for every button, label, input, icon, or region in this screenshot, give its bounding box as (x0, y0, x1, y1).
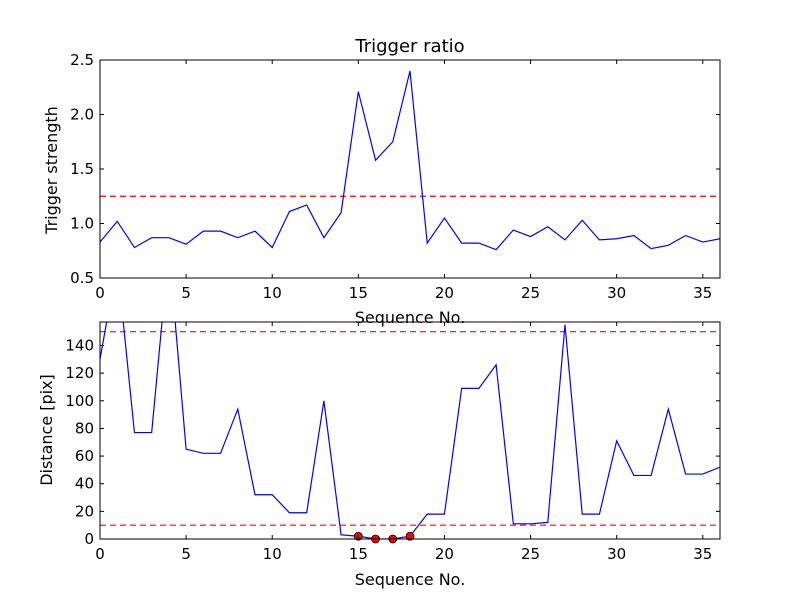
y-tick-label-bottom: 60 (75, 447, 94, 465)
y-tick-label-top: 2.5 (70, 51, 94, 69)
x-tick-label-top: 0 (95, 284, 105, 302)
x-tick-label-top: 20 (435, 284, 454, 302)
ylabel-bottom: Distance [pix] (37, 374, 56, 486)
y-tick-label-bottom: 20 (75, 502, 94, 520)
y-tick-label-top: 2.0 (70, 106, 94, 124)
x-tick-label-bottom: 10 (263, 545, 282, 563)
y-tick-label-bottom: 0 (84, 530, 94, 548)
y-tick-label-bottom: 80 (75, 419, 94, 437)
xlabel-top: Sequence No. (355, 308, 466, 327)
x-tick-label-top: 10 (263, 284, 282, 302)
x-tick-label-top: 30 (607, 284, 626, 302)
ylabel-top: Trigger strength (42, 106, 61, 235)
x-tick-label-top: 15 (349, 284, 368, 302)
x-tick-label-bottom: 25 (521, 545, 540, 563)
x-tick-label-top: 25 (521, 284, 540, 302)
x-tick-label-top: 5 (181, 284, 191, 302)
plot-area-top (100, 70, 720, 251)
data-point-marker-bottom (405, 531, 415, 541)
y-tick-label-top: 0.5 (70, 269, 94, 287)
plot-layer: 0 5 10 15 20 25 30 35 0.5 1.0 1.5 2.0 2.5 0 5 10 15 20 25 3… (65, 51, 721, 563)
y-tick-label-top: 1.5 (70, 160, 94, 178)
x-tick-label-bottom: 0 (95, 545, 105, 563)
y-tick-label-bottom: 100 (65, 392, 94, 410)
axes-frame-bottom (99, 321, 721, 540)
x-tick-label-bottom: 15 (349, 545, 368, 563)
y-tick-label-bottom: 40 (75, 475, 94, 493)
chart-title-top: Trigger ratio (354, 36, 464, 57)
xlabel-bottom: Sequence No. (355, 570, 466, 589)
x-tick-label-bottom: 20 (435, 545, 454, 563)
x-tick-label-bottom: 30 (607, 545, 626, 563)
y-tick-label-bottom: 140 (65, 336, 94, 354)
y-tick-label-top: 1.0 (70, 215, 94, 233)
x-tick-label-bottom: 5 (181, 545, 191, 563)
x-tick-label-top: 35 (693, 284, 712, 302)
x-tick-label-bottom: 35 (693, 545, 712, 563)
y-tick-label-bottom: 120 (65, 364, 94, 382)
series-line-top-0 (100, 70, 720, 251)
